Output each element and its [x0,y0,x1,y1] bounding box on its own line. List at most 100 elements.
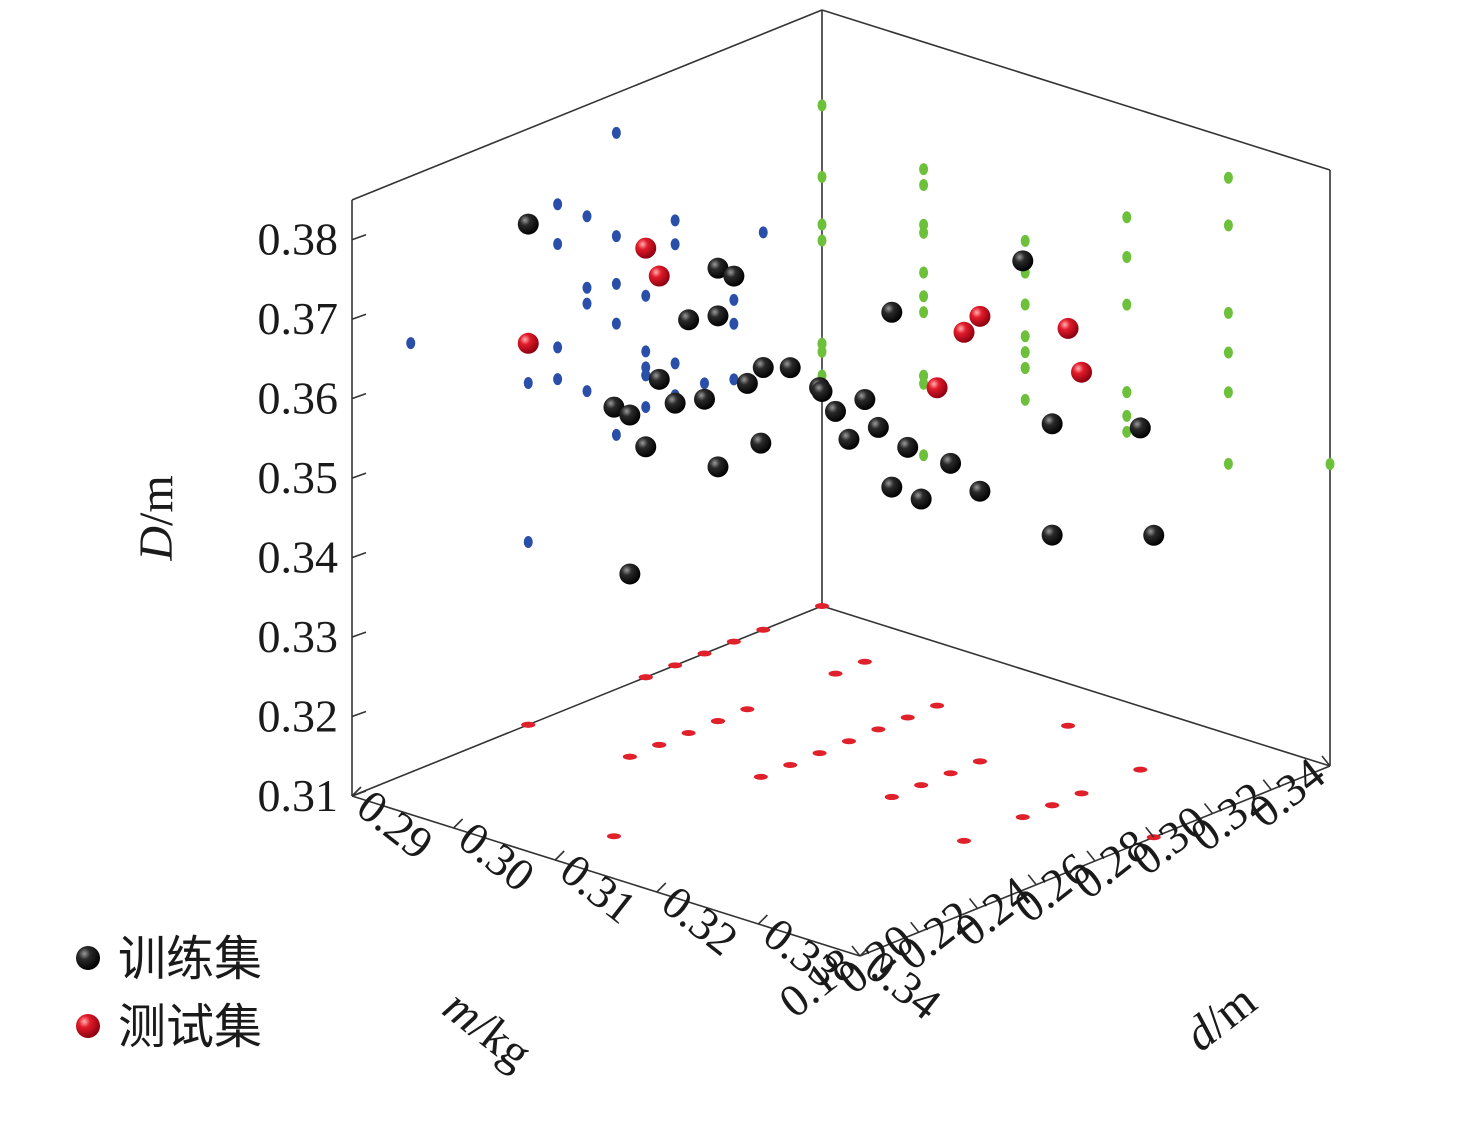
m-tick-mark [968,898,979,909]
D-tick-label: 0.33 [258,611,339,662]
floor-point [871,726,886,733]
train-point [881,301,903,323]
train-point [635,436,657,458]
floor-point [857,658,872,665]
d-wall-point [919,266,929,279]
D-tick-label: 0.34 [258,532,339,583]
floor-point [668,662,683,669]
frame-edge [351,605,823,797]
frame-edge [351,9,823,201]
d-wall-point [919,290,929,303]
train-point [1012,250,1034,272]
scatter-points [517,213,1165,585]
train-point [619,404,641,426]
m-tick-mark [1145,826,1155,838]
test-point [517,332,539,354]
d-wall-point [817,99,827,112]
floor-point [1061,722,1076,729]
frame-edge [351,795,861,957]
m-wall-point [700,377,709,390]
d-tick-mark [656,882,667,893]
m-wall-point [553,373,563,386]
floor-point [710,718,725,725]
d-tick-mark [453,818,464,829]
floor-point [812,750,827,757]
D-tick-mark [351,392,367,400]
m-wall-point [582,385,592,398]
floor-point [521,721,536,728]
d-wall-point [1122,250,1132,263]
floor-point [1074,790,1089,797]
train-point [1129,417,1151,439]
test-point [648,265,670,287]
m-wall-point [406,337,416,350]
m-D-wall-projection [406,126,827,548]
D-tick-mark [351,233,367,241]
d-wall-point [817,218,827,231]
m-wall-point [582,297,592,310]
D-tick-mark [351,631,367,638]
d-wall-point [1122,211,1132,224]
d-wall-point [1020,330,1030,343]
d-tick-label: 0.30 [449,812,544,902]
floor-point [1045,802,1060,809]
m-wall-point [670,214,680,227]
d-wall-point [1223,306,1233,319]
m-wall-point [582,210,592,223]
D-tick-label: 0.31 [258,770,339,821]
train-point [517,213,539,235]
floor-point [972,758,987,765]
floor-point [638,674,653,681]
floor-point [726,638,741,645]
d-wall-point [1223,346,1233,359]
train-point [707,305,729,327]
d-wall-point [919,163,929,176]
floor-point [606,833,621,840]
m-wall-point [641,345,651,358]
D-tick-mark [351,710,367,718]
m-axis-title: m/kg [433,979,541,1080]
m-tick-mark [1203,803,1214,814]
test-point [969,305,991,327]
test-point [1057,317,1079,339]
d-tick-mark [351,786,362,797]
d-wall-point [1020,234,1030,247]
floor-point [884,794,899,800]
floor-point [756,626,771,633]
m-wall-point [582,281,592,294]
train-point [736,372,758,394]
m-wall-point [641,401,651,414]
m-wall-point [611,428,621,441]
m-wall-point [553,198,563,211]
train-point [854,389,876,411]
D-tick-mark [351,551,367,559]
train-point [910,488,932,510]
train-point [750,432,772,454]
m-wall-point [611,277,621,290]
test-point [953,321,975,343]
m-wall-point [553,238,563,251]
m-wall-point [523,535,533,548]
test-point [926,377,948,399]
floor-point [930,702,945,709]
train-point [897,436,919,458]
floor-point [957,837,972,844]
m-tick-mark [1086,850,1096,862]
frame-edge [821,605,1331,767]
train-point [752,357,774,379]
d-wall-point [1122,425,1132,438]
D-tick-mark [351,790,367,797]
train-point [969,480,991,502]
d-wall-point [919,179,929,192]
m-wall-point [641,369,651,382]
d-wall-point [919,226,929,239]
axis-ticks: 0.310.320.330.340.350.360.370.380.180.20… [258,214,1335,1030]
D-tick-label: 0.35 [258,452,339,503]
d-wall-point [919,449,929,462]
floor-point [900,714,915,721]
D-tick-label: 0.32 [258,691,339,742]
train-point [1041,524,1063,546]
train-point [811,380,833,402]
d-tick-label: 0.32 [653,876,748,966]
